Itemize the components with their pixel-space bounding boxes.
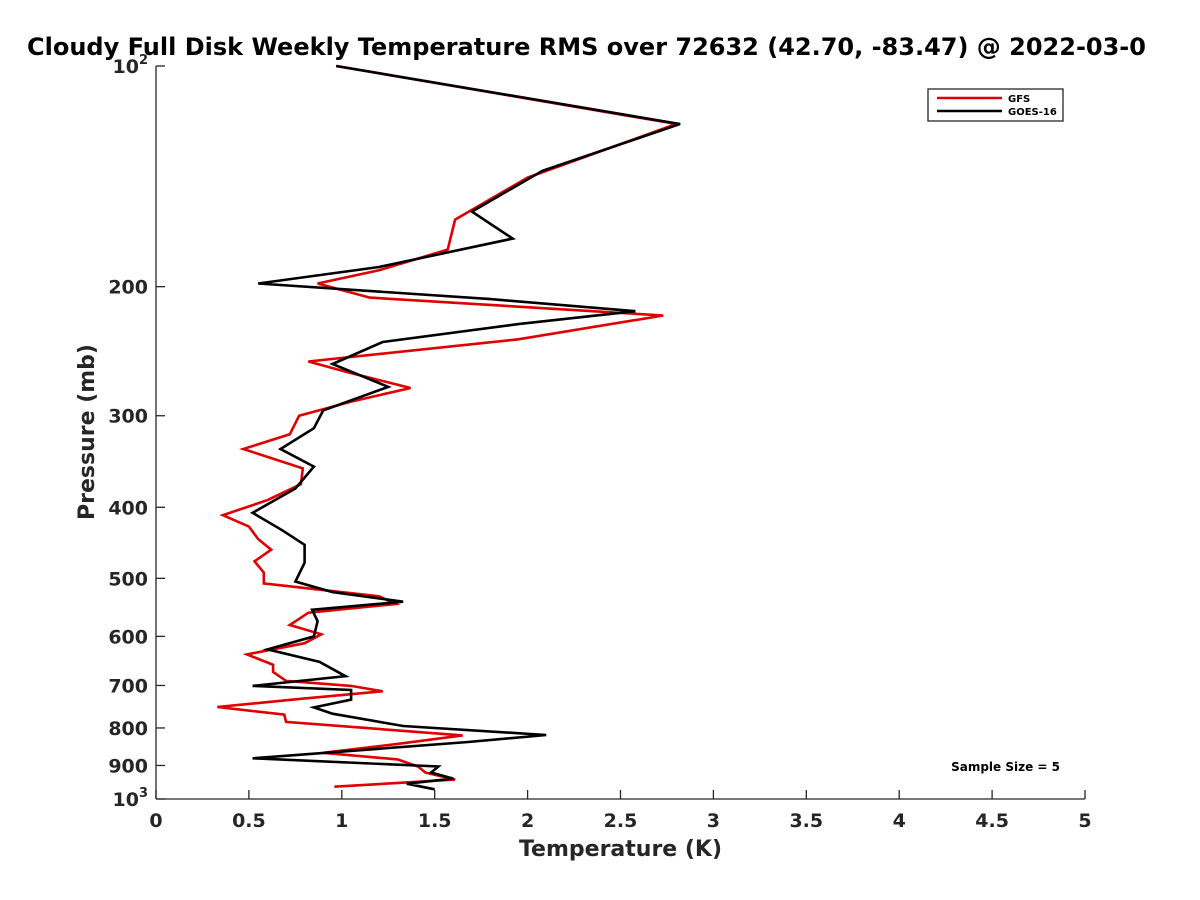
- series-layer: [217, 64, 682, 791]
- x-tick-label: 2: [521, 810, 534, 832]
- x-tick-label: 5: [1078, 810, 1091, 832]
- series-line-goes-16: [250, 64, 681, 791]
- y-tick-label: 900: [108, 755, 148, 777]
- x-tick-label: 4: [893, 810, 906, 832]
- y-tick-label: 300: [108, 406, 148, 428]
- y-tick-label: 500: [108, 568, 148, 590]
- x-tick-label: 3.5: [789, 810, 823, 832]
- sample-size-annotation: Sample Size = 5: [951, 760, 1060, 774]
- x-tick-label: 3: [707, 810, 720, 832]
- legend-label: GOES-16: [1008, 107, 1057, 118]
- y-tick-label: 200: [108, 277, 148, 299]
- y-tick-label: 102: [113, 53, 149, 78]
- axes: [155, 66, 1085, 800]
- x-tick-label: 1.5: [418, 810, 452, 832]
- y-tick-label: 700: [108, 675, 148, 697]
- series-line-gfs: [217, 64, 682, 788]
- x-axis-label: Temperature (K): [519, 837, 722, 862]
- legend-label: GFS: [1008, 94, 1030, 105]
- y-tick-label: 600: [108, 626, 148, 648]
- y-tick-label: 800: [108, 718, 148, 740]
- x-tick-label: 1: [335, 810, 348, 832]
- y-tick-label: 400: [108, 497, 148, 519]
- chart-title: Cloudy Full Disk Weekly Temperature RMS …: [27, 33, 1146, 61]
- y-tick-label: 103: [113, 786, 149, 811]
- y-axis-label: Pressure (mb): [75, 344, 100, 520]
- x-tick-label: 0: [149, 810, 162, 832]
- x-tick-label: 4.5: [975, 810, 1009, 832]
- x-tick-label: 0.5: [232, 810, 266, 832]
- ticks: 0 0.5 1 1.5 2 2.5 3 3.5 4 4.5 5 102 200 300 400 500 600 7…: [108, 53, 1091, 832]
- legend: GFS GOES-16: [927, 88, 1064, 122]
- x-tick-label: 2.5: [604, 810, 638, 832]
- legend-box: [927, 88, 1064, 122]
